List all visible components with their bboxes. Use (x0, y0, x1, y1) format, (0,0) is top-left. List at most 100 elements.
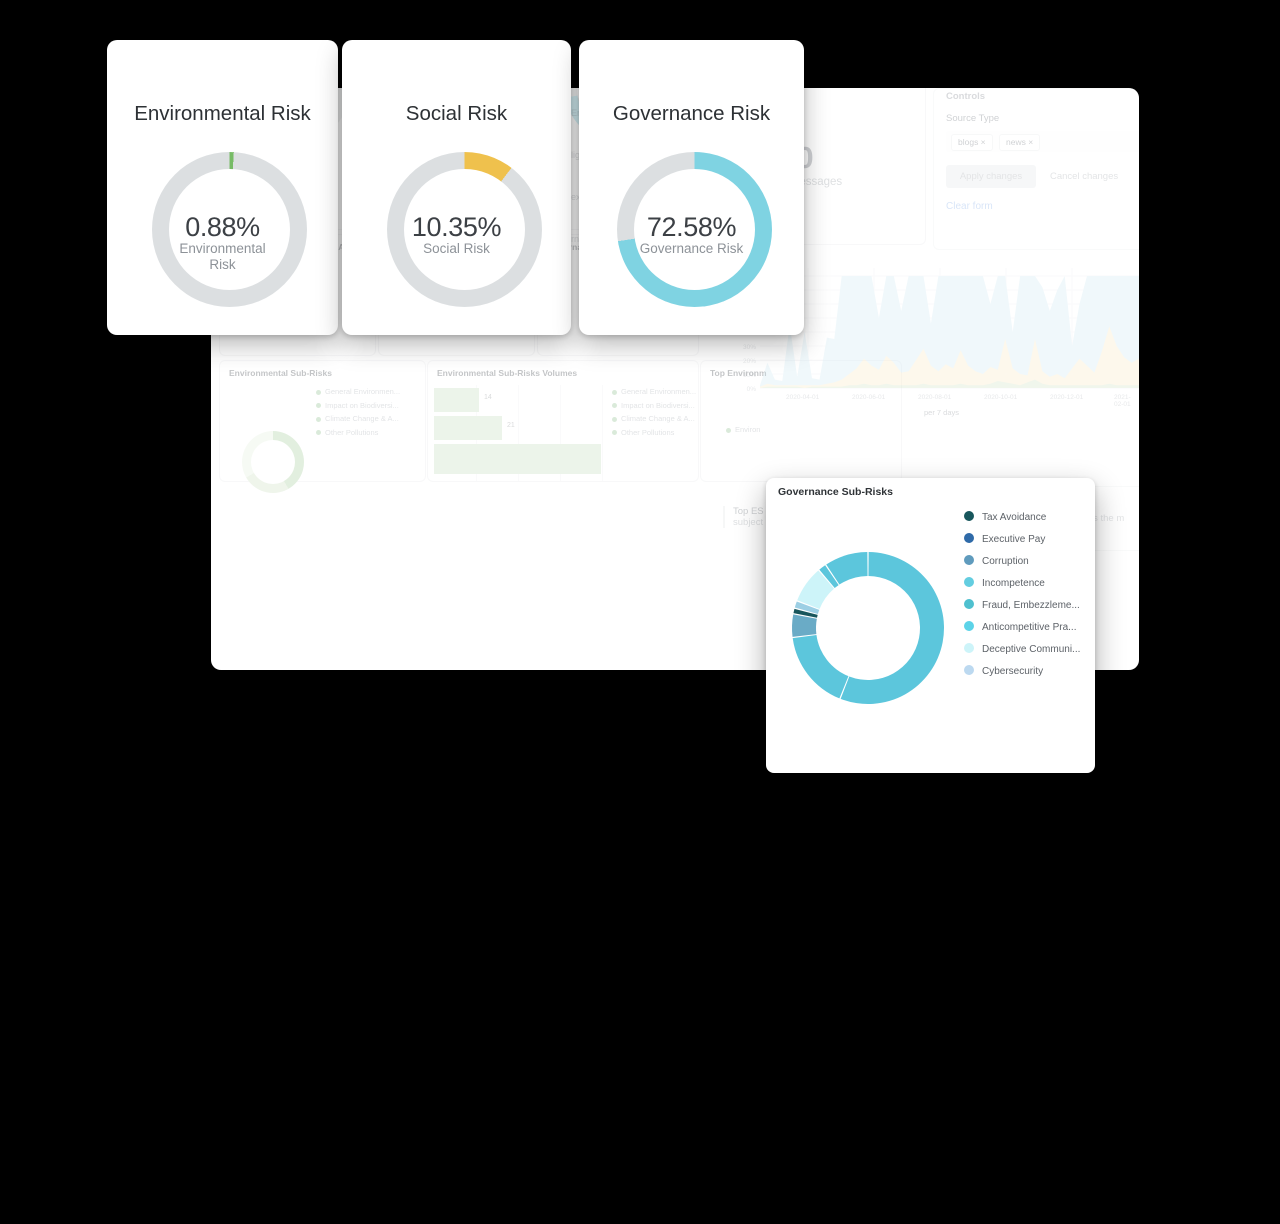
chip-blogs[interactable]: blogs × (951, 134, 993, 151)
donut-segment[interactable] (797, 570, 835, 610)
bar-1 (434, 388, 479, 412)
text-fragment: ext (571, 192, 584, 202)
x-tick: 2020-10-01 (984, 394, 1018, 401)
y-tick: 0% (746, 386, 756, 393)
legend-dot-icon (964, 577, 974, 587)
controls-title: Controls (946, 91, 986, 102)
screenshot-root: 0.88% Environmental Risk 10.35% Social R… (107, 40, 1139, 773)
donut-segment[interactable] (792, 634, 849, 699)
gov-legend-item-3[interactable]: Incompetence (964, 577, 1045, 589)
source-type-input[interactable]: blogs × news × (946, 131, 1139, 152)
gov-legend-item-7[interactable]: Cybersecurity (964, 665, 1043, 677)
bg-donut-env-sub-risks (242, 431, 304, 493)
bg-bar-chart: 14 21 (434, 385, 604, 481)
legend-dot-icon (964, 599, 974, 609)
legend-dot-icon (964, 643, 974, 653)
kpi-donut-governance (617, 152, 772, 307)
governance-sub-risks-panel[interactable]: Governance Sub-Risks Tax Avoidance Execu… (766, 478, 1095, 773)
donut-segment[interactable] (794, 601, 820, 614)
kpi-title-environmental: Environmental Risk (134, 102, 311, 125)
legend-label: Deceptive Communi... (982, 644, 1081, 655)
x-tick: 2020-08-01 (918, 394, 952, 401)
area-chart-svg (760, 268, 1139, 389)
gov-legend-item-6[interactable]: Deceptive Communi... (964, 643, 1080, 655)
x-tick: 2020-06-01 (852, 394, 886, 401)
legend-label: Climate Change & A... (621, 414, 695, 423)
kpi-value-social: 10.35% (411, 212, 502, 242)
legend-dot-icon (316, 389, 321, 395)
legend-dot-icon (612, 403, 617, 409)
bg-title-top-environmental: Top Environm (710, 368, 767, 378)
bg-title-env-sub-risk-volumes: Environmental Sub-Risks Volumes (437, 368, 578, 378)
donut-segment[interactable] (840, 552, 945, 704)
legend-label: Impact on Biodiversi... (621, 400, 695, 410)
donut-segment[interactable] (792, 614, 817, 637)
text-fragment: lig (571, 150, 581, 160)
kpi-card-governance-risk[interactable]: Governance Risk 72.58% Governance Risk (579, 40, 804, 335)
chart-legend-item[interactable]: Environ (726, 425, 760, 434)
kpi-title-social: Social Risk (405, 102, 508, 125)
divider (1079, 486, 1139, 487)
legend-label: General Environmen... (621, 387, 697, 396)
legend-dot-icon (316, 403, 321, 409)
legend-label: Climate Change & A... (325, 414, 399, 423)
kpi-sublabel-environmental-1: Environmental (179, 241, 266, 256)
x-axis-label: per 7 days (924, 408, 960, 417)
legend-dot-icon (612, 416, 617, 422)
legend-label: Tax Avoidance (982, 512, 1047, 523)
bg-card-env-sub-risk-volumes[interactable]: Environmental Sub-Risks Volumes 14 21 Ge… (427, 360, 699, 482)
legend-dot-icon (964, 511, 974, 521)
donut-segment[interactable] (819, 565, 839, 589)
y-tick: 30% (742, 344, 756, 351)
quote-line-2: subject (733, 517, 764, 528)
legend-dot-icon (612, 430, 617, 436)
x-tick: 2020-12-01 (1050, 394, 1084, 401)
gov-legend-item-1[interactable]: Executive Pay (964, 533, 1045, 545)
risk-over-time-area-chart: 0% 10% 20% 30% 40% 50% 60% 70% 80% 2020-… (716, 268, 1139, 463)
apply-changes-button[interactable]: Apply changes (946, 165, 1036, 188)
legend-dot-icon (964, 555, 974, 565)
governance-sub-risks-donut (792, 552, 945, 704)
x-tick: 2020-04-01 (786, 394, 820, 401)
kpi-value-governance: 72.58% (646, 212, 737, 242)
kpi-title-governance: Governance Risk (612, 102, 771, 125)
kpi-sublabel-environmental-2: Risk (209, 257, 236, 272)
donut-segment[interactable] (793, 608, 818, 618)
gov-legend-item-2[interactable]: Corruption (964, 555, 1029, 567)
cancel-changes-button[interactable]: Cancel changes (1050, 171, 1119, 182)
kpi-value-environmental: 0.88% (185, 212, 260, 242)
legend-dot-icon (726, 427, 731, 433)
bar-value-1: 14 (484, 394, 492, 401)
kpi-donut-social (387, 152, 542, 307)
bg-title-env-sub-risks: Environmental Sub-Risks (229, 368, 332, 378)
y-tick: 10% (742, 372, 756, 379)
kpi-card-environmental-risk[interactable]: Environmental Risk 0.88% Environmental R… (107, 40, 338, 335)
clear-form-link[interactable]: Clear form (946, 201, 993, 212)
gov-legend-item-0[interactable]: Tax Avoidance (964, 511, 1046, 523)
gov-legend-item-4[interactable]: Fraud, Embezzleme... (964, 599, 1080, 611)
bg-legend-env-sub-risk-volumes: General Environmen... Impact on Biodiver… (612, 385, 696, 439)
bg-right-text-fragment: is the m (1091, 513, 1125, 524)
legend-dot-icon (612, 389, 617, 395)
x-tick: 2021-02-01 (1114, 394, 1131, 408)
kpi-sublabel-governance: Governance Risk (639, 241, 744, 256)
divider (1079, 550, 1139, 551)
source-type-label: Source Type (946, 113, 1000, 124)
legend-label: Anticompetitive Pra... (982, 622, 1077, 633)
bg-card-env-sub-risks[interactable]: Environmental Sub-Risks General Environm… (219, 360, 426, 493)
gov-legend-item-5[interactable]: Anticompetitive Pra... (964, 621, 1076, 633)
quote-line-1: Top ES (733, 506, 764, 517)
kpi-card-social-risk[interactable]: Social Risk 10.35% Social Risk (342, 40, 571, 335)
legend-label: Fraud, Embezzleme... (982, 600, 1080, 611)
controls-panel: Controls Source Type blogs × news × Appl… (933, 88, 1139, 250)
bg-card-top-environmental[interactable]: Top Environm (700, 360, 902, 482)
bar-3 (434, 444, 601, 474)
top-esg-quote: Top ES subject (723, 506, 764, 528)
legend-dot-icon (964, 533, 974, 543)
legend-label: Executive Pay (982, 534, 1046, 545)
chip-news[interactable]: news × (999, 134, 1041, 151)
donut-segment[interactable] (826, 552, 868, 585)
governance-panel-title: Governance Sub-Risks (778, 486, 893, 498)
legend-label: Incompetence (982, 578, 1045, 589)
legend-label: Corruption (982, 556, 1029, 567)
